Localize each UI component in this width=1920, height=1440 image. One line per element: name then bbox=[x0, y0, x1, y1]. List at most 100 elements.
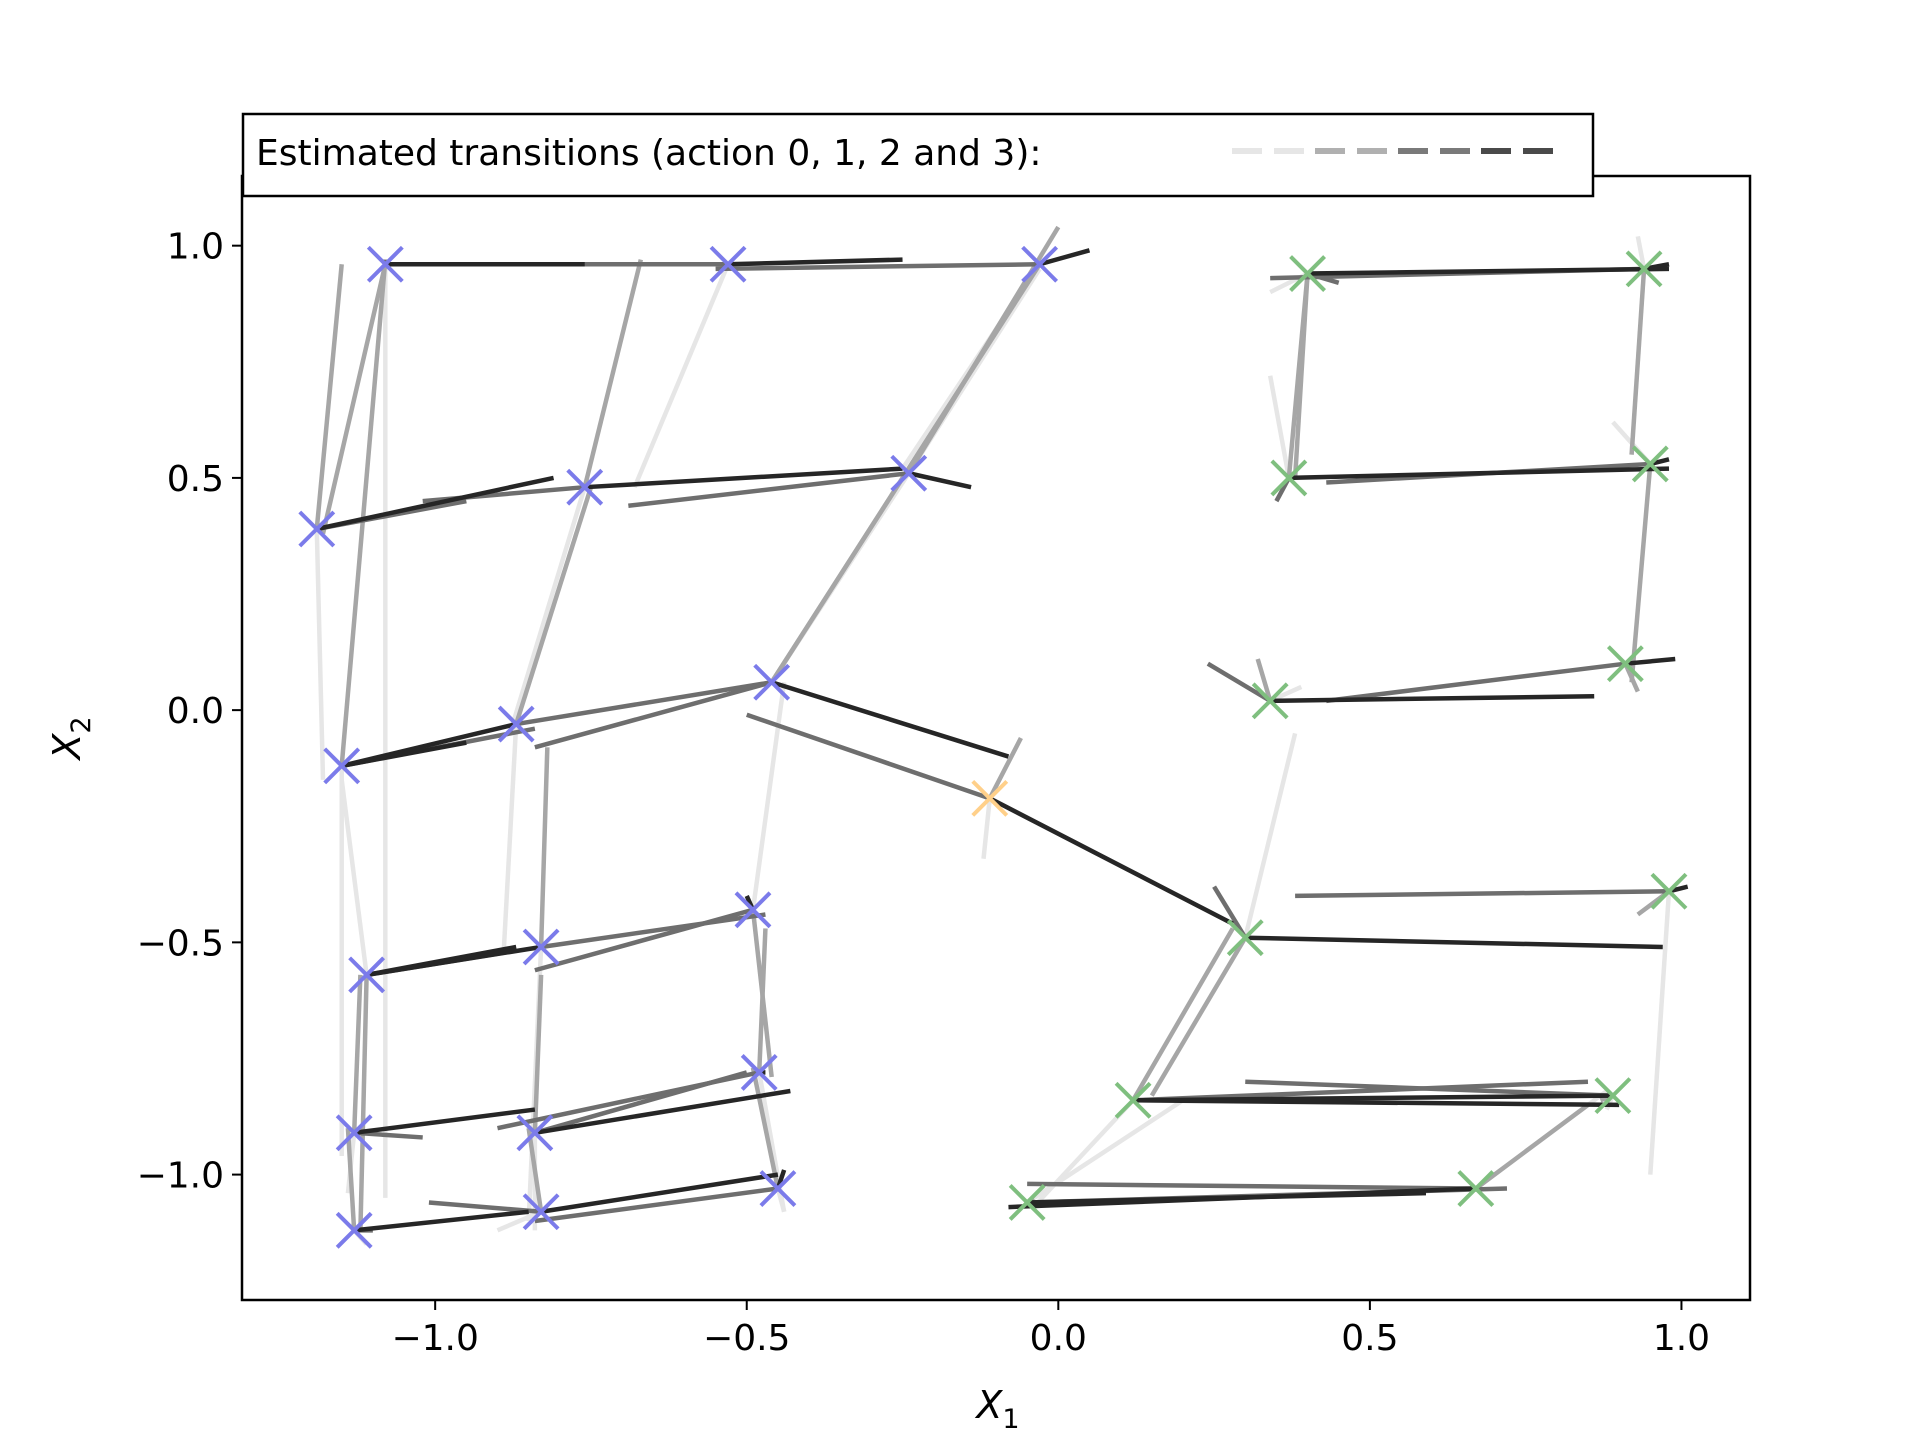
state-marker-25-stroke-b bbox=[1226, 919, 1264, 957]
state-marker-21-stroke-b bbox=[1270, 459, 1308, 497]
transition-action-3-from-point-7 bbox=[341, 721, 517, 769]
state-marker-3 bbox=[298, 510, 336, 548]
state-marker-12 bbox=[335, 1114, 373, 1152]
transition-action-1-from-point-0 bbox=[320, 263, 388, 535]
state-marker-10-stroke-b bbox=[522, 928, 560, 966]
y-axis-label: X2 bbox=[45, 716, 97, 761]
transition-action-1-from-point-23 bbox=[1255, 658, 1273, 702]
transition-action-3-from-point-3 bbox=[316, 475, 555, 532]
transition-action-1-from-point-10 bbox=[538, 747, 550, 948]
transition-action-1-from-point-12 bbox=[351, 974, 363, 1133]
transition-action-3-from-point-23 bbox=[1270, 693, 1595, 704]
state-markers bbox=[298, 245, 1688, 1249]
state-marker-28 bbox=[1594, 1077, 1632, 1115]
state-marker-11-stroke-b bbox=[734, 891, 772, 929]
transition-action-2-from-point-23 bbox=[1206, 661, 1272, 703]
state-marker-12-stroke-b bbox=[335, 1114, 373, 1152]
state-marker-29 bbox=[1008, 1184, 1046, 1221]
x-tick-label-2: 0.0 bbox=[1030, 1318, 1087, 1359]
state-marker-13-stroke-b bbox=[516, 1114, 554, 1152]
transition-action-1-from-point-17 bbox=[750, 1067, 781, 1189]
state-marker-2 bbox=[1021, 245, 1059, 283]
state-marker-17-stroke-b bbox=[759, 1170, 797, 1207]
transition-action-1-from-point-30 bbox=[1474, 1103, 1590, 1191]
x-axis-label-subscript: 1 bbox=[1002, 1404, 1019, 1435]
state-marker-27 bbox=[1114, 1081, 1152, 1119]
state-marker-23-stroke-b bbox=[1251, 682, 1289, 720]
state-marker-19-stroke-b bbox=[1289, 255, 1326, 292]
transition-action-2-from-point-18 bbox=[746, 712, 991, 801]
transition-action-1-from-point-6 bbox=[339, 259, 388, 767]
transition-action-1-from-point-4 bbox=[582, 259, 643, 488]
transition-action-0-from-point-7 bbox=[501, 723, 519, 952]
transition-action-3-from-point-28 bbox=[1139, 1093, 1613, 1103]
state-marker-16-stroke-b bbox=[522, 1193, 560, 1231]
state-marker-6 bbox=[323, 747, 361, 785]
transition-action-0-from-point-17 bbox=[775, 1187, 787, 1213]
transition-action-0-from-point-1 bbox=[632, 263, 731, 489]
state-marker-19 bbox=[1289, 255, 1326, 292]
state-marker-4-stroke-b bbox=[566, 468, 604, 506]
state-marker-13 bbox=[516, 1114, 554, 1152]
state-marker-8 bbox=[753, 663, 791, 701]
x-axis-label-main: X bbox=[974, 1383, 1003, 1427]
y-axis-label-main: X bbox=[45, 733, 89, 762]
state-marker-17 bbox=[759, 1170, 797, 1207]
transition-action-3-from-point-21 bbox=[1288, 466, 1670, 481]
state-marker-1-stroke-b bbox=[709, 245, 747, 283]
transition-action-0-from-point-11 bbox=[750, 681, 787, 911]
transition-action-3-from-point-20 bbox=[1643, 262, 1670, 272]
state-marker-10 bbox=[522, 928, 560, 966]
x-tick-label-0: −1.0 bbox=[391, 1318, 478, 1359]
transition-action-0-from-point-3 bbox=[314, 528, 326, 780]
state-marker-30-stroke-b bbox=[1457, 1170, 1495, 1207]
transition-action-0-from-point-4 bbox=[507, 486, 587, 735]
transition-action-0-from-point-21 bbox=[1267, 375, 1292, 479]
legend: Estimated transitions (action 0, 1, 2 an… bbox=[241, 112, 1595, 198]
transition-action-1-from-point-27 bbox=[1131, 927, 1235, 1102]
state-marker-18-stroke-b bbox=[971, 779, 1009, 817]
transition-action-1-from-point-3 bbox=[314, 264, 344, 530]
transition-action-3-from-point-16 bbox=[540, 1172, 779, 1214]
state-marker-5-stroke-b bbox=[890, 454, 928, 492]
y-tick-label-2: 0.0 bbox=[167, 691, 224, 732]
transition-action-3-from-point-2 bbox=[1039, 248, 1091, 267]
state-marker-22 bbox=[1631, 445, 1669, 483]
state-marker-23 bbox=[1251, 682, 1289, 720]
transition-action-2-from-point-7 bbox=[515, 680, 773, 727]
state-marker-9 bbox=[348, 956, 386, 994]
y-axis-label-subscript: 2 bbox=[66, 716, 97, 733]
transition-action-3-from-point-19 bbox=[1307, 266, 1670, 276]
state-marker-24 bbox=[1606, 645, 1644, 683]
transition-action-2-from-point-10 bbox=[540, 912, 766, 950]
legend-label: Estimated transitions (action 0, 1, 2 an… bbox=[256, 133, 1042, 174]
transition-action-3-from-point-8 bbox=[770, 680, 1010, 759]
y-tick-label-3: −0.5 bbox=[137, 923, 224, 964]
x-axis-ticks: −1.0 −0.5 0.0 0.5 1.0 bbox=[391, 1300, 1710, 1359]
transition-action-2-from-point-17 bbox=[534, 1186, 779, 1224]
x-tick-label-4: 1.0 bbox=[1653, 1318, 1710, 1359]
transition-action-2-from-point-27 bbox=[1132, 1079, 1589, 1103]
transition-segments bbox=[314, 225, 1689, 1246]
transition-action-2-from-point-11 bbox=[534, 907, 754, 973]
state-marker-11 bbox=[734, 891, 772, 929]
state-marker-28-stroke-b bbox=[1594, 1077, 1632, 1115]
state-marker-14-stroke-b bbox=[740, 1053, 778, 1091]
state-marker-26 bbox=[1650, 872, 1688, 910]
transition-action-3-from-point-15 bbox=[353, 1209, 529, 1233]
transition-action-3-from-point-18 bbox=[988, 796, 1234, 926]
y-tick-label-1: 0.5 bbox=[167, 459, 224, 500]
transition-action-1-from-point-25 bbox=[1149, 936, 1248, 1097]
state-marker-1 bbox=[709, 245, 747, 283]
transition-action-1-from-point-16 bbox=[526, 1127, 544, 1213]
transition-action-3-from-point-1 bbox=[727, 257, 903, 267]
state-marker-7 bbox=[497, 705, 535, 743]
transition-action-1-from-point-20 bbox=[1629, 268, 1647, 455]
transition-action-0-from-point-25 bbox=[1243, 732, 1298, 939]
transition-action-1-from-point-22 bbox=[1629, 463, 1653, 683]
transition-action-2-from-point-28 bbox=[1245, 1079, 1613, 1098]
legend-box bbox=[241, 112, 1595, 198]
transition-action-3-from-point-30 bbox=[1008, 1186, 1476, 1210]
state-marker-5 bbox=[890, 454, 928, 492]
